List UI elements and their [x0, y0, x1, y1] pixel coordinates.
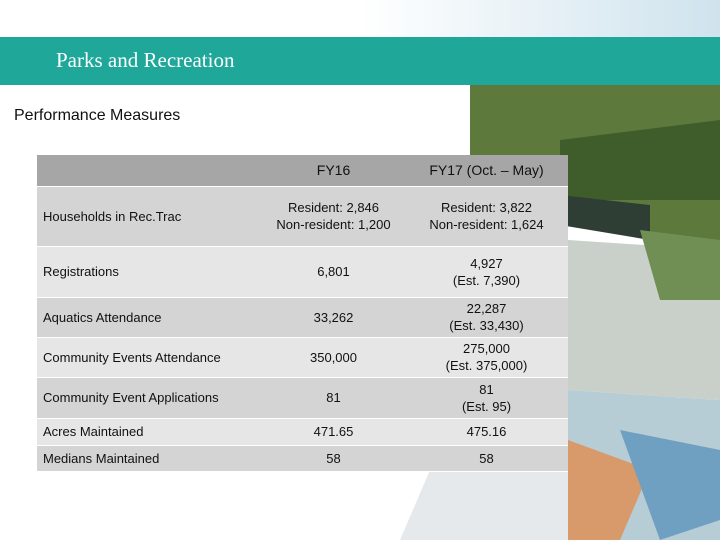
label-cell: Acres Maintained — [37, 418, 262, 446]
cell-line: 475.16 — [466, 424, 507, 439]
table-row: Aquatics Attendance 33,262 22,287 (Est. 33,… — [37, 297, 568, 338]
cell-line: 58 — [326, 450, 341, 466]
slide-title: Parks and Recreation — [56, 48, 235, 72]
value-cell: 81 — [262, 377, 405, 419]
table-row: Acres Maintained 471.65 475.16 — [37, 418, 568, 446]
value-cell: 475.16 — [405, 418, 568, 446]
value-cell: 22,287 (Est. 33,430) — [405, 297, 568, 338]
cell-line: 81 — [326, 390, 341, 405]
value-cell: 81 (Est. 95) — [405, 377, 568, 419]
cell-line: 350,000 — [310, 349, 357, 365]
header-cell — [37, 155, 262, 187]
cell-line: Resident: 2,846 — [287, 200, 380, 215]
value-cell: 58 — [262, 445, 405, 472]
cell-line: 33,262 — [313, 309, 354, 325]
label-cell: Aquatics Attendance — [37, 297, 262, 338]
cell-line: 471.65 — [313, 424, 354, 439]
header-cell: FY16 — [262, 155, 405, 187]
cell-line: Resident: 3,822 — [440, 200, 533, 215]
table-row: Medians Maintained 58 58 — [37, 445, 568, 472]
cell-line: 4,927 — [470, 255, 503, 271]
table-row: Community Events Attendance 350,000 275,00… — [37, 337, 568, 378]
cell-line: 22,287 — [466, 301, 507, 316]
measures-table: FY16 FY17 (Oct. – May) Households in Rec.T… — [37, 155, 568, 472]
cell-line: (Est. 7,390) — [452, 272, 521, 288]
cell-line: 6,801 — [317, 264, 350, 279]
subtitle: Performance Measures — [14, 107, 181, 124]
cell-line: (Est. 33,430) — [449, 318, 524, 333]
table-row: Community Event Applications 81 81 (Est. 95… — [37, 377, 568, 419]
label-cell: Households in Rec.Trac — [37, 186, 262, 247]
label-cell: Community Events Attendance — [37, 337, 262, 378]
label-cell: Community Event Applications — [37, 377, 262, 419]
cell-line: Non-resident: 1,200 — [276, 217, 391, 232]
cell-line: 81 — [479, 381, 494, 397]
label-cell: Medians Maintained — [37, 445, 262, 472]
value-cell: 471.65 — [262, 418, 405, 446]
value-cell: 4,927 (Est. 7,390) — [405, 246, 568, 298]
value-cell: Resident: 3,822 Non-resident: 1,624 — [405, 186, 568, 247]
cell-line: (Est. 375,000) — [445, 358, 528, 373]
value-cell: Resident: 2,846 Non-resident: 1,200 — [262, 186, 405, 247]
label-cell: Registrations — [37, 246, 262, 298]
cell-line: 275,000 — [463, 341, 510, 356]
table-row: Households in Rec.Trac Resident: 2,846 Non… — [37, 186, 568, 247]
title-banner — [0, 37, 720, 85]
header-row: FY16 FY17 (Oct. – May) — [37, 155, 568, 187]
header-cell: FY17 (Oct. – May) — [405, 155, 568, 187]
cell-line: (Est. 95) — [461, 398, 512, 414]
value-cell: 275,000 (Est. 375,000) — [405, 337, 568, 378]
value-cell: 58 — [405, 445, 568, 472]
cell-line: 58 — [479, 450, 494, 466]
value-cell: 350,000 — [262, 337, 405, 378]
table-row: Registrations 6,801 4,927 (Est. 7,390) — [37, 246, 568, 298]
value-cell: 6,801 — [262, 246, 405, 298]
cell-line: Non-resident: 1,624 — [429, 217, 544, 232]
value-cell: 33,262 — [262, 297, 405, 338]
